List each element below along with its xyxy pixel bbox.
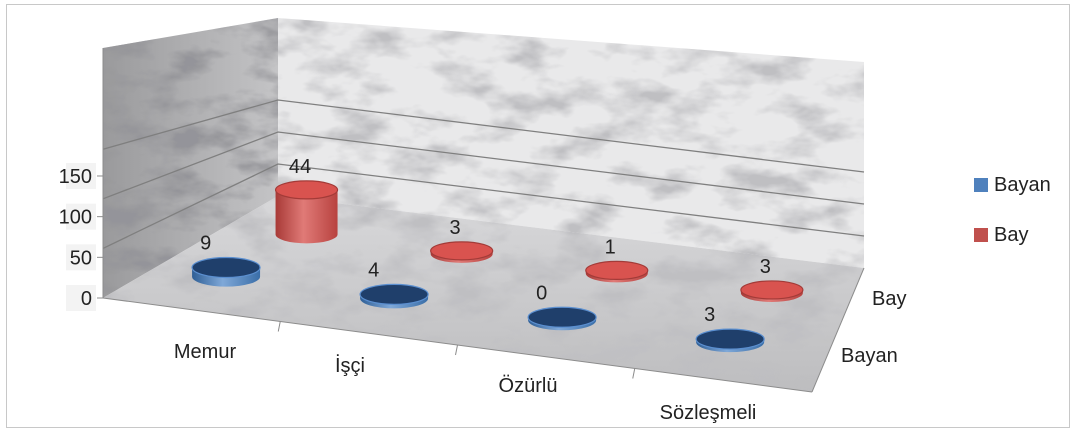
data-label: 44 xyxy=(289,156,311,178)
bar-top xyxy=(585,260,649,281)
gridline xyxy=(102,163,865,249)
depth-tick-label: Bay xyxy=(872,288,906,310)
data-label: 3 xyxy=(450,217,461,239)
depth-axis: Bay Bayan xyxy=(811,267,906,393)
gridlines xyxy=(102,99,865,249)
depth-axis-line xyxy=(811,267,865,393)
y-tick-label: 100 xyxy=(59,207,92,229)
bar-bay-3: 3 xyxy=(740,256,804,302)
bar-bay-2: 1 xyxy=(585,236,649,283)
gridline xyxy=(102,131,865,205)
data-label: 3 xyxy=(760,256,771,278)
legend-swatch xyxy=(974,178,988,192)
legend-label: Bayan xyxy=(994,174,1051,196)
y-tick-bg xyxy=(66,285,96,311)
bar-bay-0: 44 xyxy=(274,156,339,244)
bar-top xyxy=(527,306,597,328)
x-tick xyxy=(455,344,458,356)
bar-top xyxy=(695,328,765,350)
bar-bayan-3: 3 xyxy=(695,304,765,353)
y-tick-bg xyxy=(66,203,96,230)
x-tick-label: Memur xyxy=(174,341,237,363)
bar-top xyxy=(191,256,261,279)
back-wall xyxy=(278,18,864,268)
bar-bayan-2: 0 xyxy=(527,282,597,331)
y-tick-label: 50 xyxy=(70,247,92,269)
bar-top xyxy=(740,280,804,300)
data-label: 1 xyxy=(605,236,616,258)
x-tick-label: İşçi xyxy=(335,354,365,377)
legend-item-bay[interactable]: Bay xyxy=(974,224,1028,246)
bar-top xyxy=(274,180,339,200)
bars: 44 3 1 3 9 4 0 3 xyxy=(191,156,804,353)
x-tick xyxy=(277,321,281,332)
legend-item-bayan[interactable]: Bayan xyxy=(974,174,1051,196)
x-tick xyxy=(632,368,636,379)
x-tick-label: Sözleşmeli xyxy=(660,402,757,424)
data-label: 3 xyxy=(704,304,715,326)
depth-tick-label: Bayan xyxy=(841,345,898,367)
x-tick-label: Özürlü xyxy=(499,375,558,397)
data-label: 4 xyxy=(368,259,379,281)
bar-bayan-0: 9 xyxy=(191,232,261,287)
y-axis: 0 50 100 150 xyxy=(59,48,104,311)
data-label: 9 xyxy=(200,232,211,254)
y-tick-label: 150 xyxy=(59,166,92,188)
bar-top xyxy=(359,283,429,305)
gridline xyxy=(102,99,865,173)
legend-swatch xyxy=(974,228,988,242)
bar-bayan-1: 4 xyxy=(359,259,429,309)
y-tick-bg xyxy=(66,244,96,271)
x-axis: Memur İşçi Özürlü Sözleşmeli xyxy=(102,297,813,424)
y-tick-label: 0 xyxy=(81,288,92,310)
floor xyxy=(103,196,864,392)
data-label: 0 xyxy=(536,282,547,304)
legend[interactable]: Bayan Bay xyxy=(974,174,1051,246)
bar-top xyxy=(430,241,494,261)
bar-body xyxy=(275,189,338,244)
bar-bay-1: 3 xyxy=(430,217,494,263)
y-tick-bg xyxy=(66,162,96,189)
legend-label: Bay xyxy=(994,224,1028,246)
